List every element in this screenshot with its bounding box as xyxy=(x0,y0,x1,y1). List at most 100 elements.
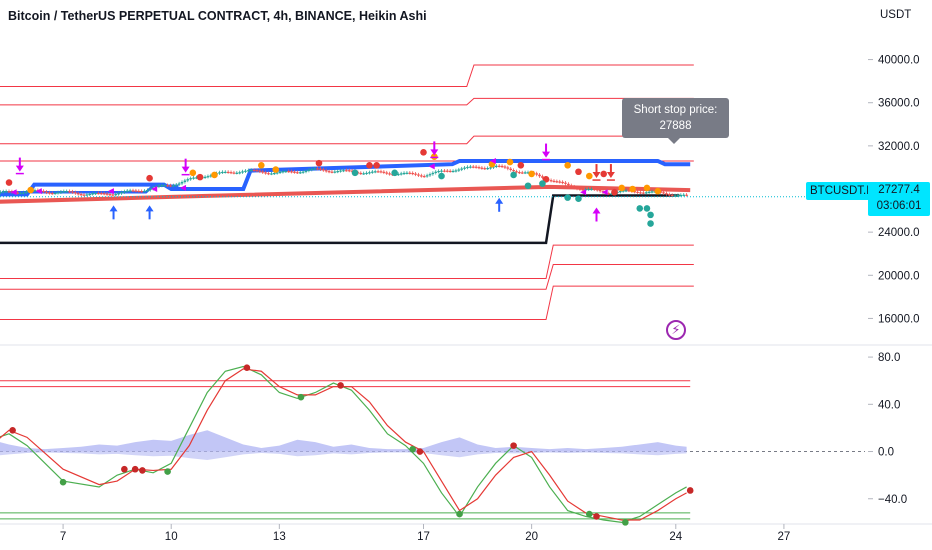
osc-cross-dot xyxy=(337,382,344,389)
signal-dot xyxy=(196,173,204,181)
lower-channel-2 xyxy=(0,264,694,290)
candle-body xyxy=(445,170,449,172)
osc-cross-dot xyxy=(59,478,67,486)
candle-body xyxy=(350,170,354,172)
candle-body xyxy=(618,191,622,193)
candle-body xyxy=(425,175,429,177)
candle-body xyxy=(541,176,544,178)
candle-body xyxy=(94,193,97,195)
tooltip-title: Short stop price: xyxy=(633,104,718,116)
candle-body xyxy=(587,188,590,191)
tooltip-value: 27888 xyxy=(659,120,692,132)
sell-arrow-head xyxy=(430,149,439,156)
candle-body xyxy=(575,187,579,189)
signal-dot xyxy=(629,185,636,193)
candle-body xyxy=(512,170,515,172)
candle-body xyxy=(120,192,123,194)
candle-body xyxy=(59,191,63,193)
x-tick-label: 27 xyxy=(778,531,791,543)
x-tick-label: 17 xyxy=(417,531,430,543)
candle-body xyxy=(131,190,135,192)
candle-body xyxy=(339,170,342,172)
candle-body xyxy=(685,194,688,196)
candle-body xyxy=(457,169,461,171)
candle-body xyxy=(108,194,112,196)
candle-body xyxy=(229,172,233,174)
candle-body xyxy=(405,172,409,174)
candle-body xyxy=(477,167,481,169)
candle-body xyxy=(189,178,192,180)
candle-body xyxy=(278,171,282,174)
candle-body xyxy=(526,172,530,174)
candle-body xyxy=(670,194,674,197)
band-marker xyxy=(489,157,496,164)
candle-body xyxy=(281,171,285,173)
buy-arrow-blue-head xyxy=(145,205,154,212)
short-stop-tooltip: Short stop price: 27888 xyxy=(622,98,729,144)
candle-body xyxy=(555,181,559,183)
band-marker xyxy=(180,184,187,191)
candle-body xyxy=(662,192,665,194)
candle-body xyxy=(235,172,239,174)
candle-body xyxy=(448,170,452,173)
candle-body xyxy=(463,167,466,169)
candle-body xyxy=(535,173,538,175)
signal-dot xyxy=(643,205,651,212)
candle-body xyxy=(515,171,518,173)
x-tick-label: 13 xyxy=(273,531,286,543)
candle-body xyxy=(434,171,438,173)
candle-body xyxy=(0,191,2,194)
candle-body xyxy=(345,170,348,172)
x-tick-label: 7 xyxy=(60,531,66,543)
candle-body xyxy=(607,193,611,195)
candle-body xyxy=(650,191,654,193)
candle-body xyxy=(422,176,426,178)
candle-body xyxy=(293,171,296,173)
candle-body xyxy=(301,171,305,173)
x-tick-label: 10 xyxy=(165,531,178,543)
band-marker xyxy=(10,189,17,196)
candle-body xyxy=(296,172,299,174)
signal-dot xyxy=(575,168,582,176)
candle-body xyxy=(218,172,221,174)
lightning-icon[interactable]: ⚡ xyxy=(666,320,686,340)
candle-body xyxy=(284,171,288,173)
candle-body xyxy=(123,191,126,193)
candle-body xyxy=(65,191,68,193)
candle-body xyxy=(388,173,391,175)
candle-body xyxy=(192,177,195,179)
last-price-box: 27277.4 03:06:01 xyxy=(868,182,930,216)
osc-y-tick-label: 40.0 xyxy=(878,399,900,411)
candle-body xyxy=(149,188,152,191)
candle-body xyxy=(206,176,210,178)
osc-histogram-lower xyxy=(0,451,687,461)
candle-body xyxy=(567,183,570,186)
candle-body xyxy=(319,168,322,170)
candle-body xyxy=(19,192,22,195)
signal-dot xyxy=(431,153,438,160)
candle-body xyxy=(85,194,89,196)
osc-cross-dot xyxy=(131,465,139,473)
candle-body xyxy=(99,193,103,195)
candle-body xyxy=(160,185,164,187)
band-marker xyxy=(428,163,435,170)
candle-body xyxy=(549,180,553,182)
osc-cross-dot xyxy=(510,442,517,449)
osc-y-tick-label: 80.0 xyxy=(878,352,900,364)
candle-body xyxy=(71,191,74,193)
candle-body xyxy=(7,191,11,193)
candle-body xyxy=(91,193,94,195)
signal-dot xyxy=(600,170,608,178)
band-marker xyxy=(601,189,608,196)
candle-body xyxy=(304,170,308,172)
candle-body xyxy=(552,180,556,182)
candle-body xyxy=(359,172,363,175)
signal-dot xyxy=(654,187,662,195)
candle-body xyxy=(639,192,642,194)
signal-dot xyxy=(647,220,654,227)
band-marker xyxy=(151,186,158,192)
candle-body xyxy=(454,170,458,172)
candle-body xyxy=(642,192,645,194)
candle-body xyxy=(627,190,631,192)
candle-body xyxy=(500,165,504,168)
